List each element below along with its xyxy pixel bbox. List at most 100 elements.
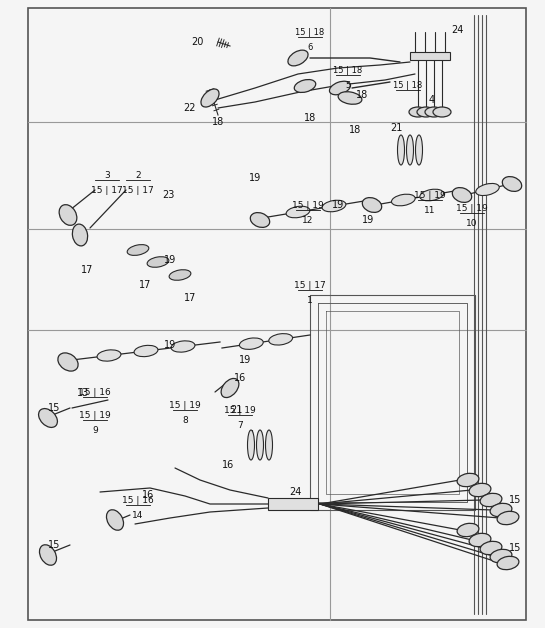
Ellipse shape: [433, 107, 451, 117]
Text: 9: 9: [92, 426, 98, 435]
Text: 15 | 19: 15 | 19: [169, 401, 201, 410]
Ellipse shape: [391, 194, 415, 206]
Text: 14: 14: [132, 511, 144, 520]
Ellipse shape: [72, 224, 88, 246]
Ellipse shape: [58, 353, 78, 371]
Text: 19: 19: [164, 340, 176, 350]
Text: 15 | 19: 15 | 19: [414, 191, 446, 200]
Text: 5: 5: [346, 81, 350, 90]
Ellipse shape: [420, 189, 444, 201]
Text: 8: 8: [182, 416, 188, 425]
Ellipse shape: [480, 494, 502, 507]
Ellipse shape: [250, 213, 270, 227]
Text: 11: 11: [424, 206, 436, 215]
Bar: [268, 498, 318, 510]
Text: 15: 15: [509, 495, 521, 505]
Ellipse shape: [239, 338, 263, 349]
Text: 15: 15: [48, 403, 60, 413]
Ellipse shape: [247, 430, 255, 460]
Text: 15: 15: [48, 540, 60, 550]
Ellipse shape: [147, 257, 169, 268]
Ellipse shape: [457, 523, 479, 537]
Text: 16: 16: [222, 460, 234, 470]
Ellipse shape: [409, 107, 427, 117]
Text: 15 | 16: 15 | 16: [122, 496, 154, 505]
Text: 15 | 18: 15 | 18: [295, 28, 325, 37]
Ellipse shape: [286, 206, 310, 218]
Ellipse shape: [452, 188, 471, 202]
Text: 15 | 18: 15 | 18: [393, 81, 422, 90]
Bar: [410, 52, 450, 60]
Text: 15 | 17: 15 | 17: [91, 186, 123, 195]
Ellipse shape: [338, 92, 362, 104]
Ellipse shape: [257, 430, 263, 460]
Text: 24: 24: [451, 25, 463, 35]
Text: 23: 23: [162, 190, 174, 200]
Text: 24: 24: [289, 487, 301, 497]
Text: 12: 12: [302, 216, 314, 225]
Ellipse shape: [397, 135, 404, 165]
Ellipse shape: [469, 484, 491, 497]
Ellipse shape: [490, 503, 512, 517]
Text: 15 | 17: 15 | 17: [122, 186, 154, 195]
Ellipse shape: [497, 556, 519, 570]
Ellipse shape: [106, 510, 124, 530]
Ellipse shape: [480, 541, 502, 555]
Ellipse shape: [39, 544, 57, 565]
Text: 19: 19: [332, 200, 344, 210]
Ellipse shape: [457, 474, 479, 487]
Text: 15 | 19: 15 | 19: [292, 201, 324, 210]
Ellipse shape: [127, 244, 149, 256]
Text: 18: 18: [304, 113, 316, 123]
Text: 18: 18: [356, 90, 368, 100]
Ellipse shape: [469, 533, 491, 547]
Text: 16: 16: [234, 373, 246, 383]
Text: 15 | 18: 15 | 18: [334, 66, 362, 75]
Text: 19: 19: [239, 355, 251, 365]
Text: 7: 7: [237, 421, 243, 430]
Text: 1: 1: [307, 296, 313, 305]
Ellipse shape: [171, 341, 195, 352]
Text: 15 | 19: 15 | 19: [79, 411, 111, 420]
Ellipse shape: [294, 80, 316, 92]
Ellipse shape: [417, 107, 435, 117]
Text: 2: 2: [135, 171, 141, 180]
Text: 22: 22: [184, 103, 196, 113]
Ellipse shape: [134, 345, 158, 357]
Ellipse shape: [476, 183, 499, 195]
Ellipse shape: [490, 550, 512, 563]
Text: 18: 18: [349, 125, 361, 135]
Ellipse shape: [221, 379, 239, 398]
Ellipse shape: [59, 205, 77, 225]
Ellipse shape: [502, 176, 522, 192]
Text: 4: 4: [429, 95, 435, 105]
Text: 19: 19: [362, 215, 374, 225]
Text: 19: 19: [249, 173, 261, 183]
Text: 15 | 19: 15 | 19: [224, 406, 256, 415]
Text: 18: 18: [212, 117, 224, 127]
Text: 19: 19: [164, 255, 176, 265]
Text: 15 | 19: 15 | 19: [456, 204, 488, 213]
Ellipse shape: [407, 135, 414, 165]
Text: 21: 21: [390, 123, 402, 133]
Text: 3: 3: [104, 171, 110, 180]
Text: 6: 6: [307, 43, 313, 52]
Text: 13: 13: [77, 388, 89, 398]
Ellipse shape: [269, 333, 293, 345]
Ellipse shape: [497, 511, 519, 524]
Ellipse shape: [322, 200, 346, 212]
Text: 17: 17: [139, 280, 151, 290]
Ellipse shape: [265, 430, 272, 460]
Ellipse shape: [97, 350, 121, 361]
Ellipse shape: [39, 409, 57, 428]
Ellipse shape: [169, 269, 191, 280]
Text: 20: 20: [191, 37, 203, 47]
Text: 17: 17: [81, 265, 93, 275]
Text: 15: 15: [509, 543, 521, 553]
Ellipse shape: [362, 198, 381, 212]
Text: 15 | 16: 15 | 16: [79, 388, 111, 397]
Text: 17: 17: [184, 293, 196, 303]
Text: 21: 21: [230, 405, 242, 415]
Ellipse shape: [288, 50, 308, 66]
Ellipse shape: [201, 89, 219, 107]
